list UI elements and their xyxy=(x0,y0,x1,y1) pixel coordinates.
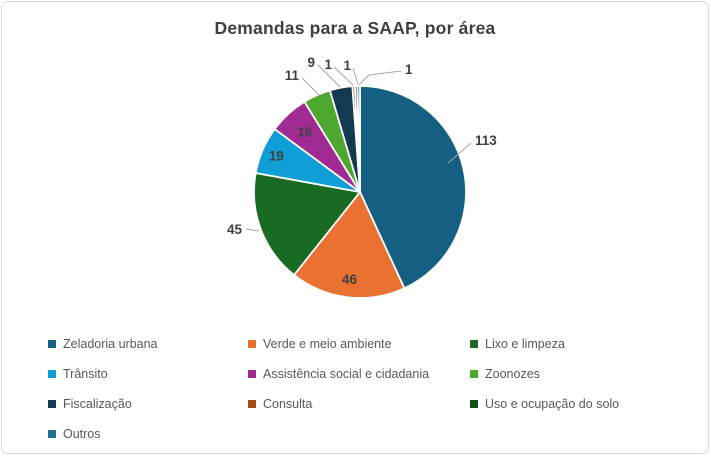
data-label: 1 xyxy=(343,58,351,73)
data-label: 46 xyxy=(342,272,358,287)
legend-item-6[interactable]: Zoonozes xyxy=(470,364,672,384)
legend-item-7[interactable]: Fiscalização xyxy=(48,394,248,414)
legend-item-4[interactable]: Trânsito xyxy=(48,364,248,384)
legend-item-2[interactable]: Verde e meio ambiente xyxy=(248,334,470,354)
legend-marker xyxy=(48,370,56,378)
legend-label: Zeladoria urbana xyxy=(63,337,158,351)
legend-marker xyxy=(48,430,56,438)
legend-item-1[interactable]: Zeladoria urbana xyxy=(48,334,248,354)
leader-line xyxy=(447,142,472,164)
legend-item-9[interactable]: Uso e ocupação do solo xyxy=(470,394,672,414)
chart-title[interactable]: Demandas para a SAAP, por área xyxy=(214,18,496,38)
legend-label: Uso e ocupação do solo xyxy=(485,397,620,411)
legend-marker xyxy=(248,340,256,348)
leader-line xyxy=(352,67,359,85)
leader-line xyxy=(245,228,260,232)
leader-line xyxy=(301,77,320,96)
legend-label: Zoonozes xyxy=(485,367,540,381)
legend-marker xyxy=(470,370,478,378)
legend-label: Fiscalização xyxy=(63,397,132,411)
legend-item-5[interactable]: Assistência social e cidadania xyxy=(248,364,470,384)
legend-marker xyxy=(248,370,256,378)
legend-label: Trânsito xyxy=(63,367,108,381)
legend-label: Verde e meio ambiente xyxy=(263,337,392,351)
chart-legend: Zeladoria urbana Verde e meio ambiente Lix… xyxy=(48,334,672,444)
legend-label: Outros xyxy=(63,427,101,441)
data-label: 113 xyxy=(475,133,497,148)
leader-line xyxy=(358,70,402,86)
pie-slice-2[interactable] xyxy=(293,191,406,299)
legend-item-3[interactable]: Lixo e limpeza xyxy=(470,334,672,354)
legend-item-10[interactable]: Outros xyxy=(48,424,248,444)
leader-line xyxy=(317,64,341,88)
leader-line xyxy=(333,66,354,86)
data-label: 45 xyxy=(227,222,243,237)
legend-label: Assistência social e cidadania xyxy=(263,367,430,381)
pie-slice-10[interactable] xyxy=(356,85,361,193)
legend-marker xyxy=(470,400,478,408)
legend-label: Lixo e limpeza xyxy=(485,337,565,351)
data-label: 16 xyxy=(297,124,313,139)
pie-slice-1[interactable] xyxy=(359,85,467,290)
pie-slice-3[interactable] xyxy=(253,172,361,276)
legend-label: Consulta xyxy=(263,397,313,411)
data-label: 1 xyxy=(324,57,332,72)
data-label: 11 xyxy=(285,68,300,83)
data-label: 1 xyxy=(405,62,413,77)
legend-marker xyxy=(470,340,478,348)
data-label: 19 xyxy=(269,148,284,163)
legend-marker xyxy=(48,400,56,408)
legend-marker xyxy=(48,340,56,348)
legend-item-8[interactable]: Consulta xyxy=(248,394,470,414)
legend-marker xyxy=(248,400,256,408)
data-label: 9 xyxy=(307,55,315,70)
